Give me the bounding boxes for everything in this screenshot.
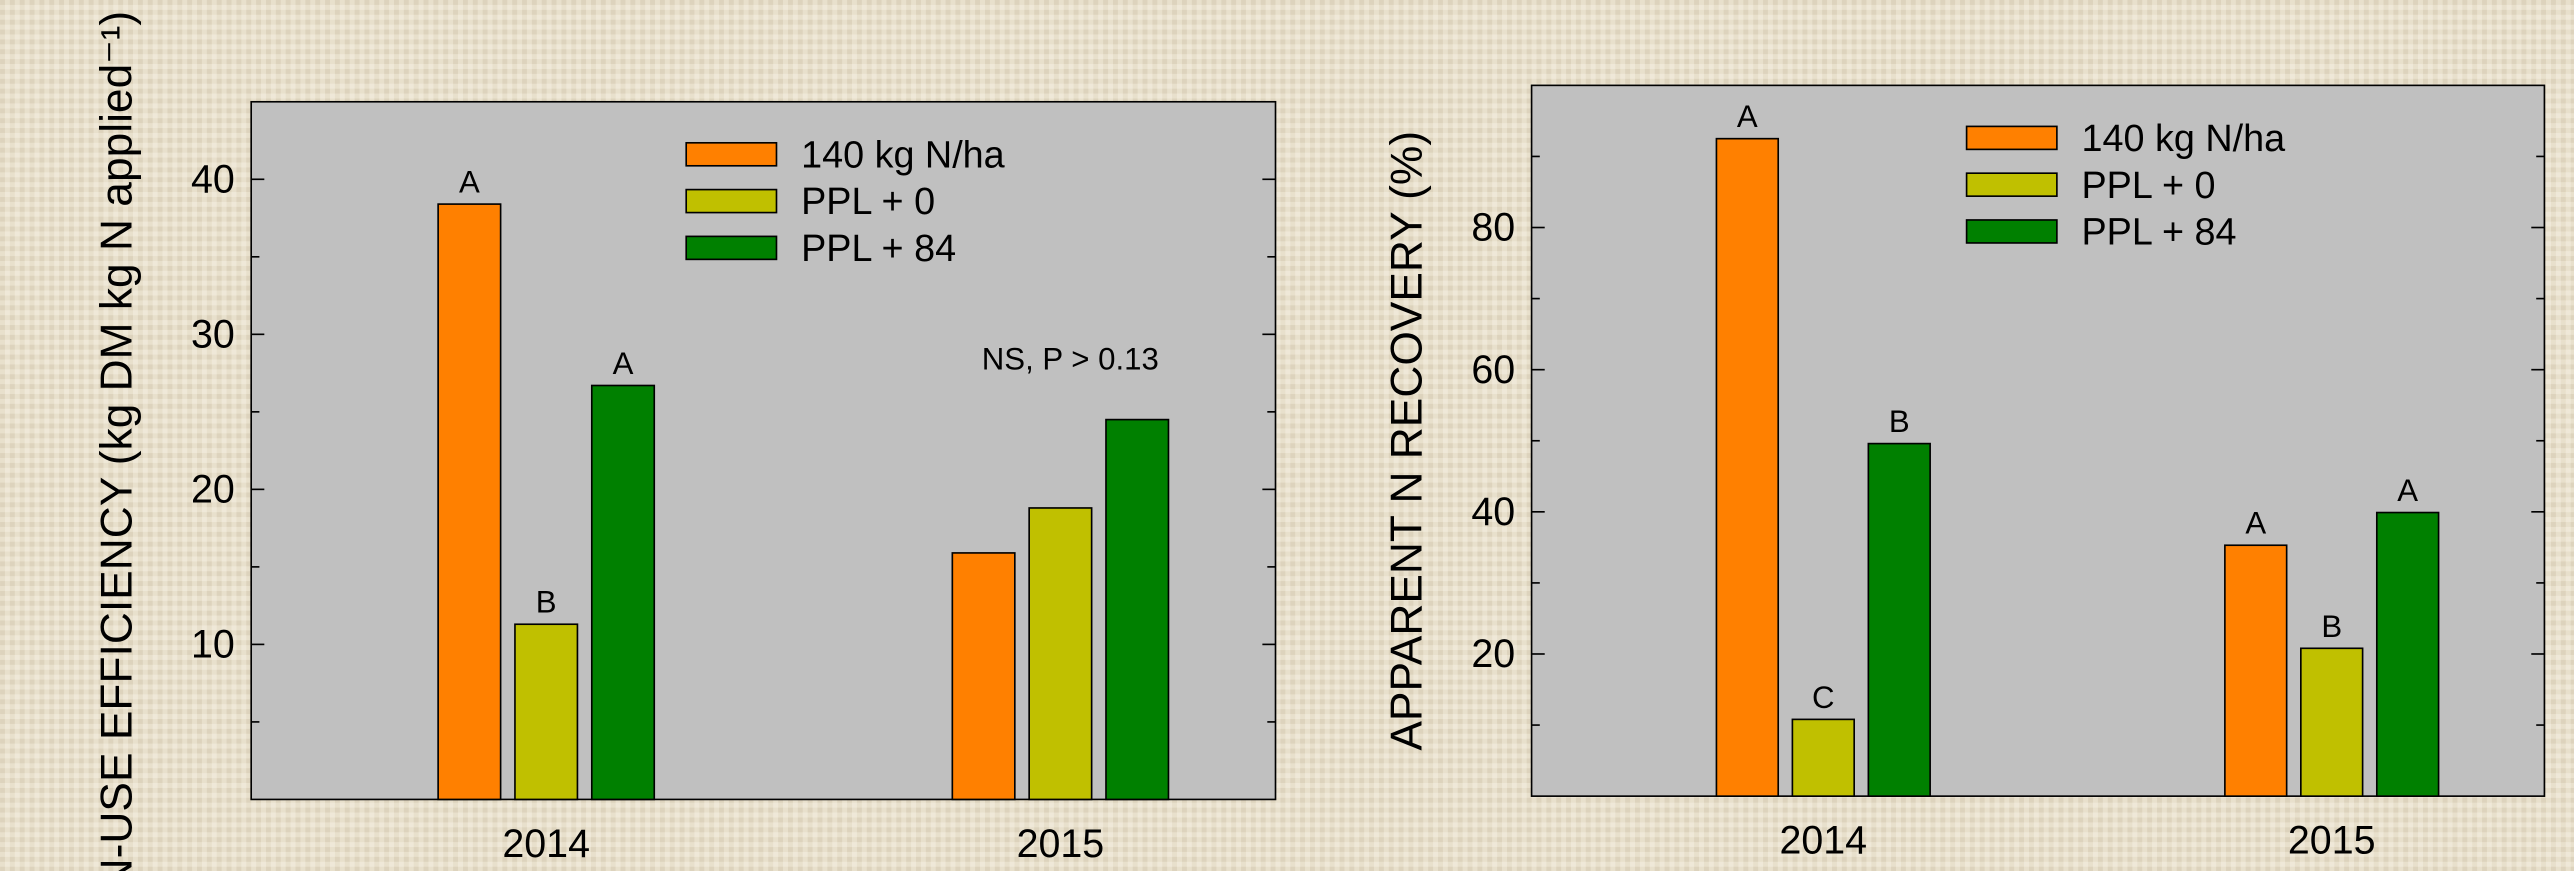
significance-letter: B <box>536 585 557 620</box>
plot-area <box>250 100 1277 801</box>
y-tick-label: 20 <box>1471 632 1515 676</box>
x-tick-label: 2014 <box>1779 819 1867 863</box>
x-tick-label: 2014 <box>502 822 590 866</box>
y-tick-label: 10 <box>191 623 235 667</box>
bar <box>590 384 656 801</box>
bar <box>514 623 579 801</box>
y-tick-label: 60 <box>1471 348 1515 392</box>
bar <box>1028 507 1093 801</box>
bar <box>2224 544 2288 797</box>
significance-letter: A <box>459 165 480 200</box>
legend-label: PPL + 84 <box>801 227 956 269</box>
y-tick-label: 30 <box>191 312 235 356</box>
significance-letter: A <box>1737 99 1758 134</box>
bar <box>1867 442 1931 797</box>
legend-swatch <box>685 141 778 167</box>
legend-swatch <box>1965 125 2058 151</box>
significance-letter: B <box>1889 404 1910 439</box>
y-tick-label: 20 <box>191 467 235 511</box>
legend-swatch <box>1965 172 2058 197</box>
legend-label: PPL + 0 <box>801 180 935 222</box>
plot-area <box>1530 84 2546 797</box>
bar <box>1105 418 1170 801</box>
y-tick-label: 40 <box>191 157 235 201</box>
y-axis-label: N-USE EFFICIENCY (kg DM kg N applied⁻¹) <box>92 11 141 871</box>
legend-swatch <box>685 188 778 214</box>
significance-letter: A <box>613 346 634 381</box>
legend-label: 140 kg N/ha <box>2082 117 2286 159</box>
x-tick-label: 2015 <box>2288 819 2376 863</box>
legend-label: PPL + 0 <box>2082 164 2216 206</box>
significance-letter: A <box>2397 473 2418 508</box>
bar <box>2375 511 2440 797</box>
bar <box>1791 718 1855 797</box>
legend-swatch <box>685 235 778 261</box>
legend-swatch <box>1965 219 2058 244</box>
y-tick-label: 80 <box>1471 206 1515 250</box>
legend-label: 140 kg N/ha <box>801 133 1005 175</box>
bar <box>1715 137 1780 797</box>
y-tick-label: 40 <box>1471 490 1515 534</box>
significance-letter: A <box>2245 506 2266 541</box>
significance-letter: C <box>1812 680 1835 715</box>
y-axis-label: APPARENT N RECOVERY (%) <box>1383 131 1432 751</box>
legend-label: PPL + 84 <box>2082 211 2237 253</box>
bar <box>2300 647 2364 797</box>
bar <box>437 203 502 801</box>
significance-letter: B <box>2321 609 2342 644</box>
bar <box>951 552 1016 801</box>
x-tick-label: 2015 <box>1017 822 1105 866</box>
annotation: NS, P > 0.13 <box>982 341 1159 376</box>
